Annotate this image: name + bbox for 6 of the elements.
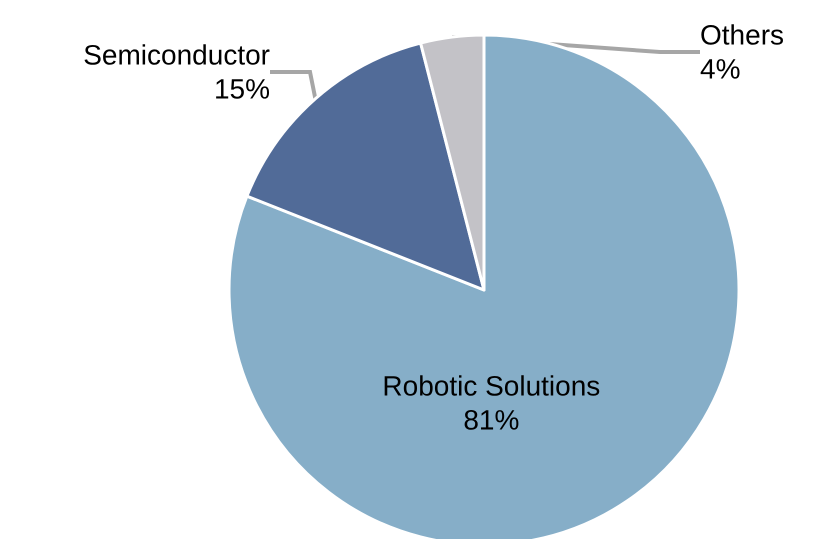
slice-label: Semiconductor (83, 40, 270, 70)
data-label: 4% (700, 54, 740, 84)
data-label: 15% (214, 74, 270, 104)
slice-label: Others (700, 20, 784, 50)
slice-label: Robotic Solutions (382, 370, 600, 402)
data-label: 81% (463, 404, 520, 436)
